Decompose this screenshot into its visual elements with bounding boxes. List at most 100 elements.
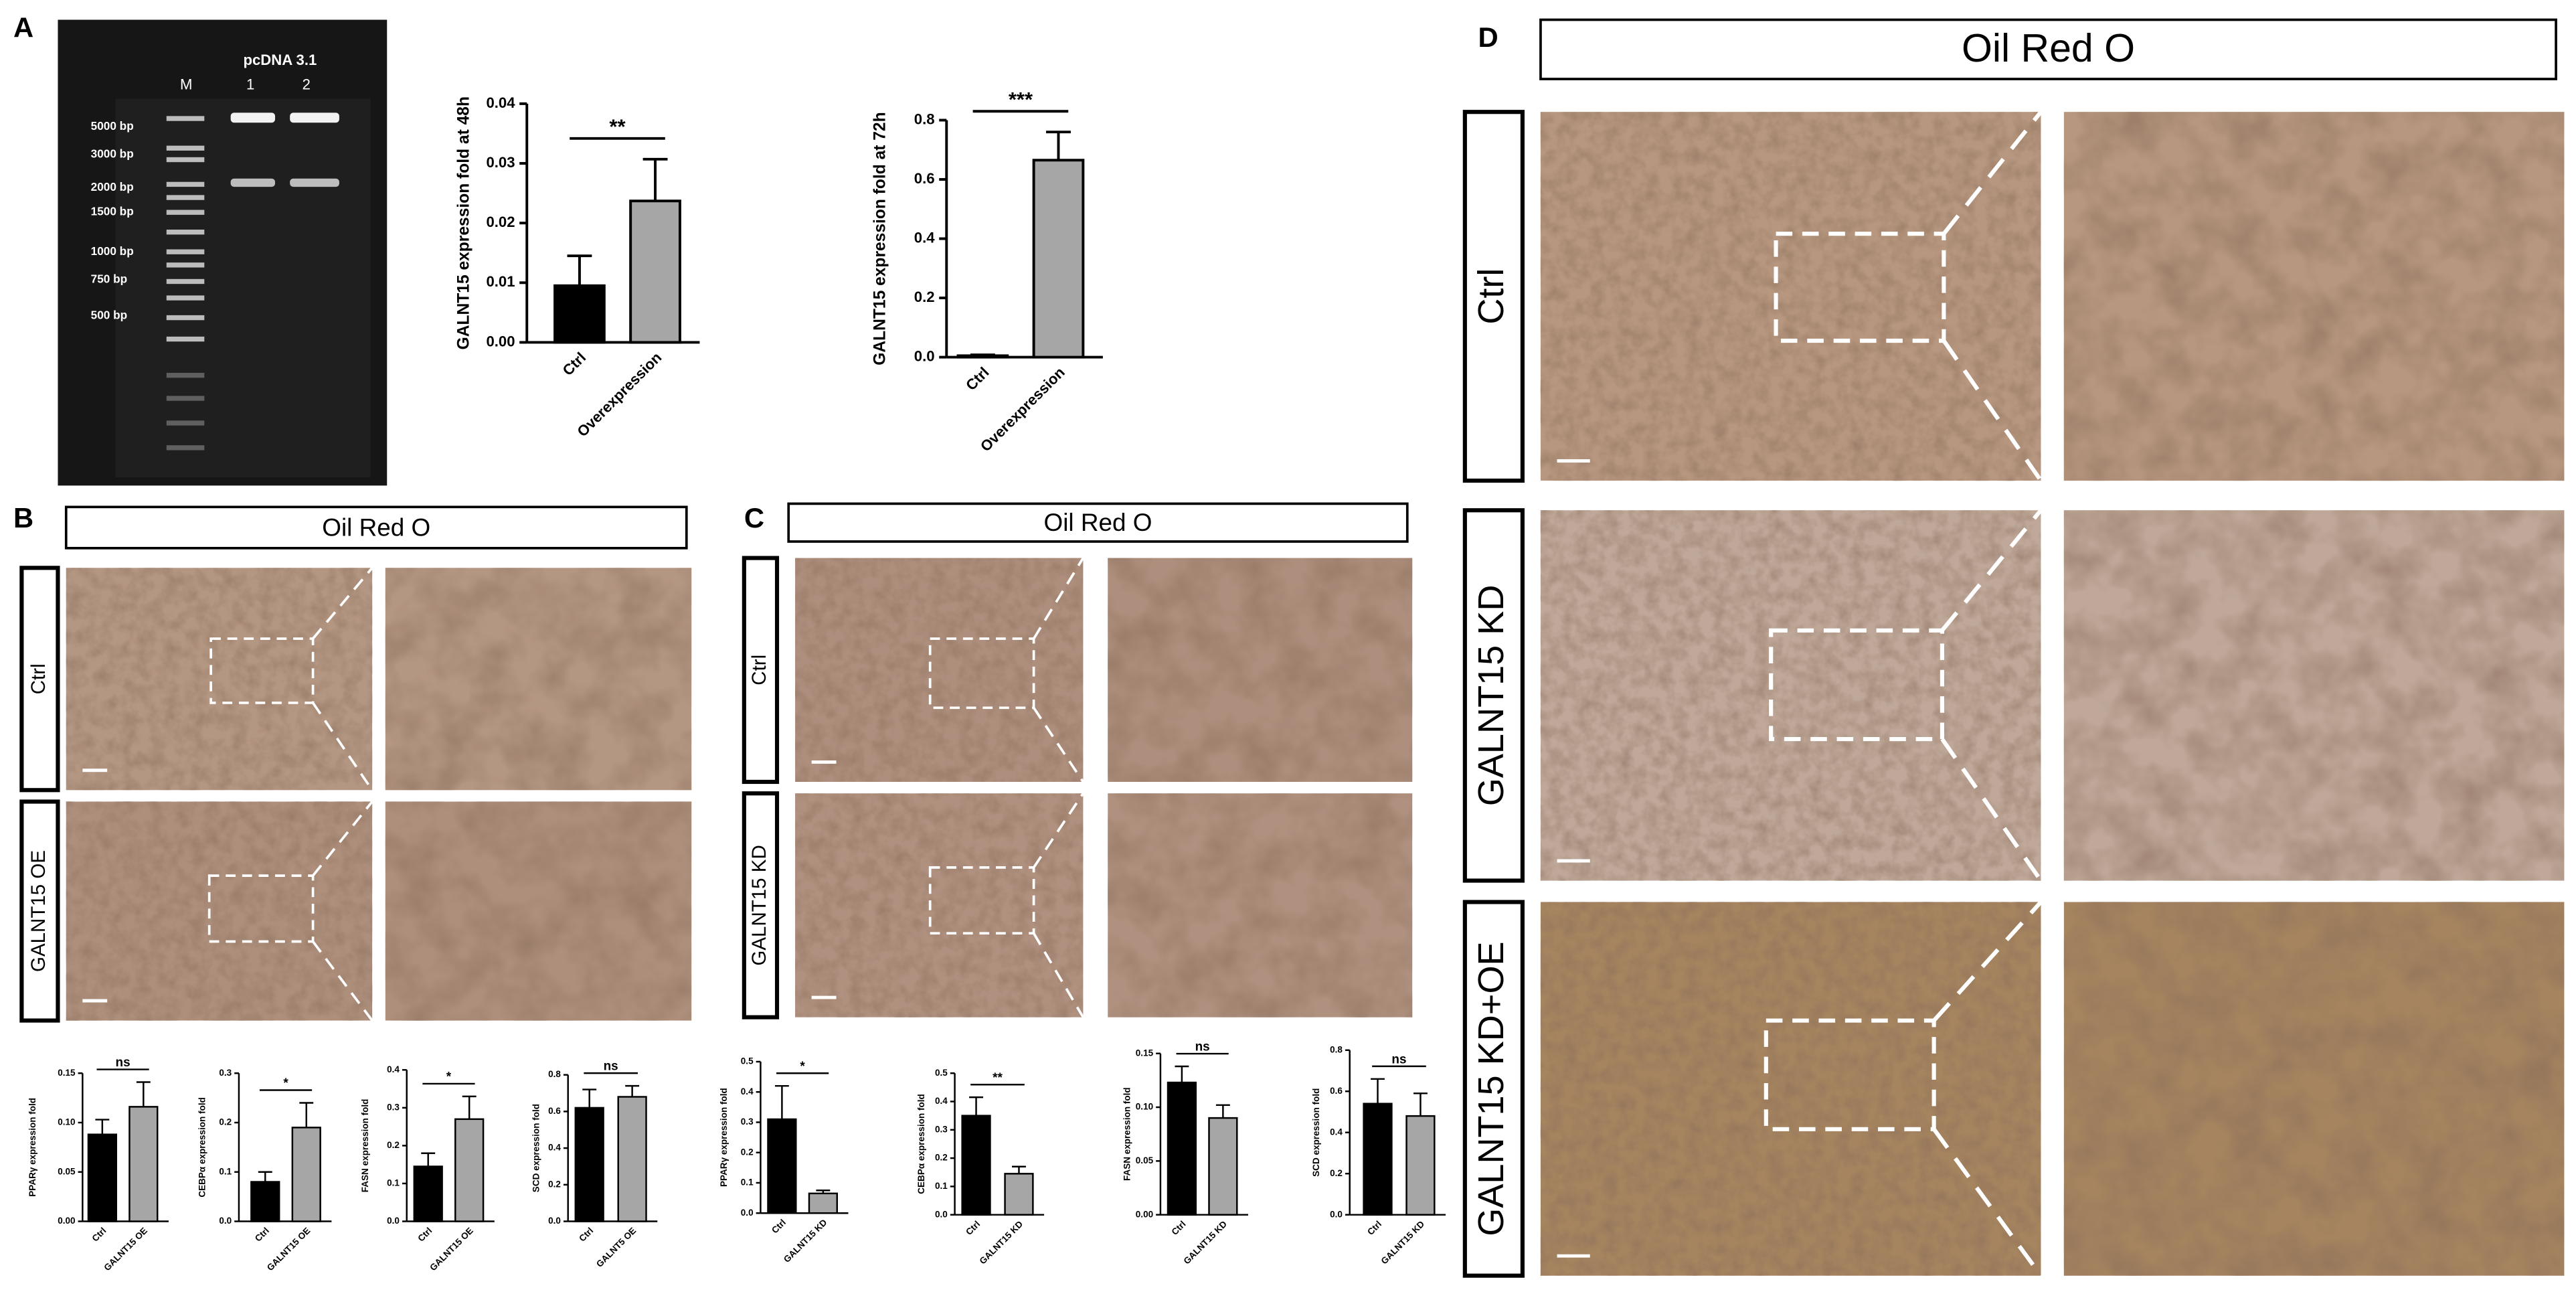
bar [767, 1118, 797, 1214]
bar [1363, 1103, 1393, 1216]
ladder-band [166, 445, 205, 451]
y-tick-label: 0.10 [1136, 1102, 1153, 1112]
row-label: Ctrl [748, 655, 770, 685]
gel-marker-label: 2000 bp [91, 180, 134, 193]
x-tick-label: GALNT15 KD [1181, 1219, 1229, 1267]
zoom-line [312, 567, 373, 640]
stain-header: Oil Red O [1962, 26, 2135, 70]
x-tick-label: Ctrl [560, 349, 590, 379]
y-tick-label: 0.0 [935, 1209, 948, 1219]
significance-label: * [800, 1060, 805, 1074]
gel-marker-label: 1000 bp [91, 244, 134, 258]
y-tick-label: 0.4 [387, 1064, 400, 1074]
bar [553, 284, 606, 344]
x-tick-label: GALNT15 KD [1379, 1219, 1427, 1267]
ladder-band [166, 420, 205, 426]
gel-lane-label: 2 [303, 76, 311, 93]
bar [1405, 1115, 1436, 1216]
y-tick-label: 0.8 [1330, 1044, 1343, 1054]
gel-lane-label: 1 [246, 76, 254, 93]
bar [808, 1192, 838, 1214]
y-tick-label: 0.4 [741, 1086, 754, 1096]
bar [617, 1096, 647, 1222]
y-tick-label: 0.15 [58, 1068, 76, 1078]
ladder-band [166, 230, 205, 235]
zoom-line [1033, 707, 1084, 783]
y-tick-label: 0.3 [741, 1117, 754, 1127]
y-tick-label: 0.0 [548, 1216, 561, 1226]
y-tick-label: 0.1 [935, 1181, 948, 1191]
zoom-line [1942, 110, 2043, 236]
x-tick-label: Ctrl [770, 1217, 788, 1235]
x-tick-label: Ctrl [962, 363, 993, 394]
gel-marker-label: 500 bp [91, 309, 128, 322]
row-label-box [742, 791, 780, 1020]
y-tick-label: 0.0 [219, 1216, 232, 1226]
significance-label: *** [1009, 88, 1033, 111]
ladder-band [166, 278, 205, 284]
x-tick-label: Ctrl [416, 1226, 434, 1244]
micrograph-overview-texture [1540, 112, 2041, 481]
y-tick-label: 0.00 [486, 333, 515, 349]
ladder-band [166, 295, 205, 301]
sample-band [290, 112, 339, 123]
zoom-line [1940, 738, 2043, 882]
significance-label: ns [1391, 1052, 1406, 1066]
ladder-band [166, 145, 205, 151]
y-tick-label: 0.02 [486, 214, 515, 230]
row-label-box [1462, 508, 1525, 883]
bar [87, 1133, 117, 1222]
micrograph-overview-texture [66, 568, 373, 791]
zoom-box [207, 874, 315, 943]
y-tick-label: 0.2 [914, 289, 935, 305]
row-label: GALNT15 OE [27, 850, 50, 972]
y-axis-label: FASN expression fold [1122, 1087, 1132, 1181]
gel-marker-label: 5000 bp [91, 119, 134, 133]
ladder-band [166, 249, 205, 254]
micrograph-overview-texture [795, 793, 1084, 1018]
zoom-box [1764, 1018, 1936, 1131]
panel-label: D [1478, 21, 1498, 53]
y-tick-label: 0.2 [1330, 1168, 1343, 1178]
x-tick-label: GALNT15 KD [978, 1219, 1025, 1267]
stain-header-box [787, 502, 1409, 543]
sample-band [230, 112, 276, 123]
micrograph-overview-texture [1540, 902, 2041, 1276]
y-tick-label: 0.03 [486, 154, 515, 171]
bar [574, 1107, 604, 1222]
y-tick-label: 0.3 [219, 1068, 232, 1078]
x-tick-label: GALNT15 OE [428, 1226, 475, 1273]
x-tick-label: Overexpression [574, 349, 665, 440]
significance-label: ns [116, 1056, 131, 1070]
y-tick-label: 0.6 [914, 170, 935, 187]
x-tick-label: GALNT5 OE [594, 1226, 638, 1269]
y-tick-label: 0.3 [387, 1102, 400, 1112]
y-tick-label: 0.05 [1136, 1155, 1154, 1165]
panel-label: C [744, 502, 764, 534]
row-label-box [19, 799, 60, 1023]
y-axis-label: SCD expression fold [1311, 1088, 1321, 1177]
bar [1032, 159, 1085, 359]
y-tick-label: 0.8 [914, 110, 935, 127]
bar [961, 1115, 991, 1216]
zoom-line [1932, 1128, 2043, 1277]
y-tick-label: 0.6 [1330, 1086, 1343, 1096]
y-axis-label: PPARγ expression fold [27, 1098, 37, 1197]
gel-lane-label: M [180, 76, 192, 93]
y-tick-label: 0.4 [914, 229, 935, 246]
bar [1208, 1117, 1238, 1216]
micrograph-overview-texture [66, 801, 373, 1021]
bar [454, 1118, 485, 1222]
ladder-band [166, 336, 205, 342]
ladder-band [166, 396, 205, 401]
ladder-band [166, 315, 205, 321]
micrograph-zoom-texture [2063, 510, 2565, 881]
y-tick-label: 0.1 [219, 1166, 232, 1176]
bar [1004, 1173, 1034, 1216]
y-tick-label: 0.0 [1330, 1209, 1343, 1219]
zoom-box [928, 866, 1035, 935]
ladder-band [166, 116, 205, 121]
panel-label: B [13, 502, 33, 534]
y-axis-label: CEBPα expression fold [916, 1094, 926, 1194]
